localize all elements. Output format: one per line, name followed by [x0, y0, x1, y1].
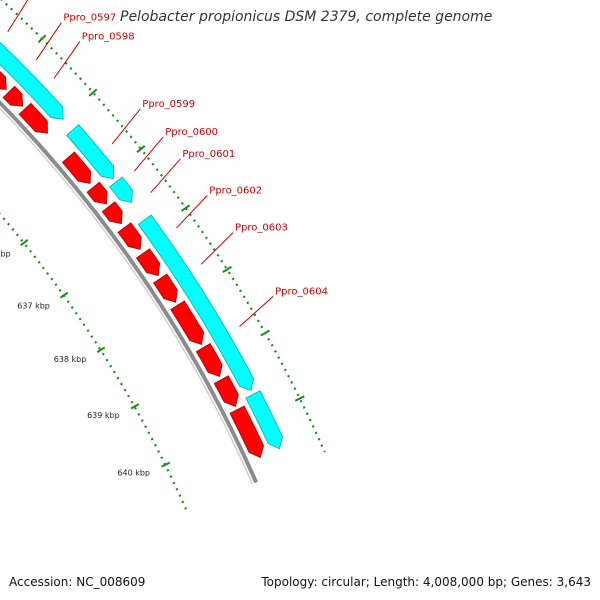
gene-label: Ppro_0600: [165, 127, 218, 138]
gene-leader-line: [35, 22, 62, 61]
gene-label: Ppro_0603: [235, 223, 288, 234]
reverse-cds-arrow: [153, 273, 178, 303]
tick-mark: [161, 461, 171, 468]
forward-feature-arrow: [245, 390, 284, 450]
gene-label: Ppro_0601: [182, 149, 235, 160]
forward-feature-arrow: [109, 176, 133, 203]
accession-text: Accession: NC_008609: [9, 575, 146, 589]
reverse-cds-arrow: [213, 375, 239, 408]
gene-leader-line: [200, 232, 234, 265]
backbone-track: [0, 100, 259, 485]
forward-feature-arrow: [0, 41, 64, 120]
reverse-cds-arrow: [0, 71, 7, 90]
tick-mark: [294, 395, 305, 402]
forward-strand-track: [0, 41, 284, 450]
reverse-cds-arrow: [86, 181, 108, 205]
reverse-cds-arrow: [101, 201, 123, 225]
tick-label: 639 kbp: [87, 411, 120, 420]
gene-label: Ppro_0604: [275, 287, 328, 298]
reverse-cds-arrow: [135, 248, 161, 277]
forward-feature-arrow: [137, 214, 255, 392]
reverse-cds-arrow: [61, 151, 92, 184]
tick-marks: 631 kbp632 kbp633 kbp634 kbp635 kbp636 k…: [0, 34, 305, 477]
map-title: Pelobacter propionicus DSM 2379, complet…: [118, 9, 495, 25]
tick-label: 636 kbp: [0, 250, 11, 259]
reverse-cds-arrow: [195, 342, 223, 378]
outer-dot-line: [0, 0, 326, 453]
forward-feature-arrow: [66, 124, 115, 180]
gene-leader-line: [239, 296, 274, 327]
backbone-line: [0, 100, 259, 484]
gene-label: Ppro_0598: [82, 32, 135, 43]
tick-mark: [130, 403, 140, 410]
tick-label: 637 kbp: [17, 301, 50, 310]
gene-leader-line: [176, 195, 208, 229]
gene-leader-line: [53, 41, 81, 79]
tick-mark: [88, 88, 98, 97]
gene-leader-line: [7, 0, 29, 32]
gene-label: Ppro_0602: [209, 185, 262, 196]
gene-label: Ppro_0597: [63, 13, 116, 24]
tick-mark: [222, 265, 232, 273]
scale-dot-track: [0, 0, 326, 514]
tick-mark: [37, 34, 47, 43]
genome-summary-text: Topology: circular; Length: 4,008,000 bp…: [261, 575, 591, 589]
reverse-cds-arrow: [229, 405, 265, 458]
gene-leader-line: [111, 108, 141, 145]
tick-mark: [136, 145, 146, 153]
gene-leader-line: [150, 158, 181, 193]
backbone-inner-line: [0, 107, 254, 485]
tick-mark: [59, 291, 69, 299]
reverse-cds-arrow: [170, 300, 205, 346]
tick-mark: [180, 204, 191, 212]
gene-label-layer: Ppro_0594Ppro_0595Ppro_0596Ppro_0597Ppro…: [7, 0, 328, 327]
reverse-cds-arrow: [2, 85, 24, 107]
reverse-cds-arrow: [18, 102, 48, 134]
tick-label: 638 kbp: [54, 355, 87, 364]
gene-label: Ppro_0599: [142, 99, 195, 110]
reverse-strand-track: [0, 71, 265, 458]
tick-mark: [96, 346, 106, 354]
reverse-cds-arrow: [117, 222, 142, 250]
tick-label: 640 kbp: [117, 468, 150, 477]
tick-mark: [20, 238, 29, 247]
tick-mark: [260, 329, 271, 337]
gene-leader-line: [133, 136, 164, 172]
